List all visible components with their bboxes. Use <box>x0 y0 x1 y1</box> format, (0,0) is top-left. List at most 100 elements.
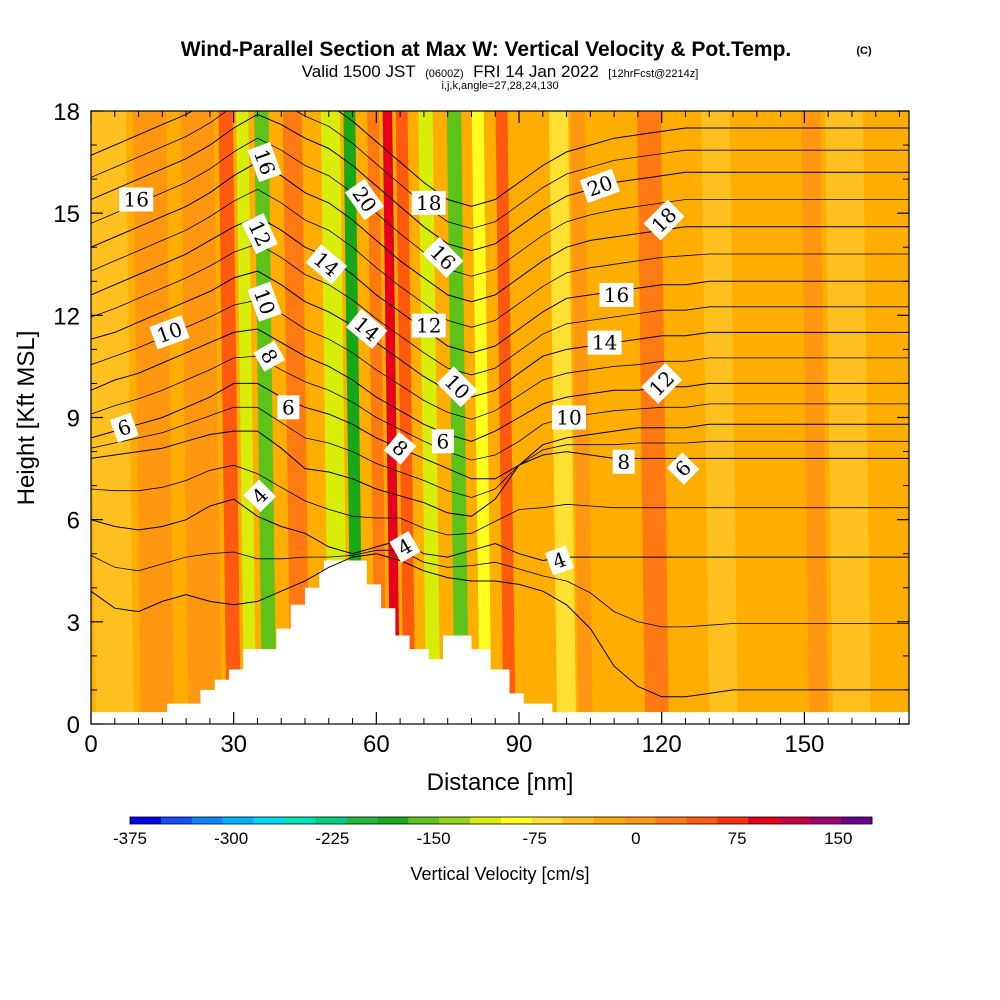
contour-label-7: 6 <box>277 395 300 420</box>
y-tick-label-18: 18 <box>53 99 80 126</box>
velocity-band-3 <box>218 111 241 724</box>
colorbar-swatch-9 <box>408 817 440 824</box>
x-tick-label-30: 30 <box>220 731 247 758</box>
velocity-band-18 <box>637 111 669 724</box>
valid-utc: (0600Z) <box>425 68 464 80</box>
velocity-band-11 <box>395 111 416 724</box>
forecast-info: [12hrFcst@2214z] <box>608 68 698 80</box>
colorbar-swatch-13 <box>531 817 564 824</box>
colorbar-title: Vertical Velocity [cm/s] <box>410 864 589 884</box>
valid-time-line: Valid 1500 JST (0600Z) FRI 14 Jan 2022 [… <box>302 62 699 81</box>
colorbar-tick-label--300: -300 <box>214 829 248 848</box>
colorbar-swatch-0 <box>130 817 162 824</box>
colorbar-swatch-4 <box>253 817 286 824</box>
theta-contour-minor-3 <box>91 355 909 461</box>
svg-text:8: 8 <box>617 450 630 474</box>
terrain <box>91 560 909 724</box>
colorbar-swatch-11 <box>470 817 502 824</box>
theta-contour-4-1 <box>91 498 909 562</box>
y-tick-label-6: 6 <box>67 508 80 535</box>
theta-contour-10-4 <box>91 328 909 442</box>
chart-title: Wind-Parallel Section at Max W: Vertical… <box>181 38 792 61</box>
colorbar-swatch-17 <box>655 817 687 824</box>
colorbar-swatch-14 <box>562 817 595 824</box>
x-tick-label-60: 60 <box>363 731 390 758</box>
colorbar-frame <box>129 816 873 825</box>
x-tick-label-150: 150 <box>784 731 824 758</box>
colorbar-swatch-23 <box>841 817 873 824</box>
colorbar-swatch-5 <box>284 817 316 824</box>
contour-label-25: 8 <box>612 449 635 474</box>
colorbar-swatch-22 <box>810 817 842 824</box>
y-tick-label-12: 12 <box>53 303 80 330</box>
contour-label-0: 16 <box>119 187 154 212</box>
velocity-band-10 <box>382 111 401 724</box>
colorbar-tick-label--150: -150 <box>417 829 451 848</box>
theta-contour-8-3 <box>91 382 909 480</box>
colorbar-tick-label-75: 75 <box>728 829 747 848</box>
colorbar-swatch-8 <box>377 817 409 824</box>
colorbar-swatch-15 <box>593 817 626 824</box>
theta-contour-12-5 <box>91 270 909 398</box>
theta-contour-minor-8 <box>91 111 909 229</box>
svg-text:12: 12 <box>416 314 441 338</box>
theta-contour-minor-1 <box>91 464 909 536</box>
y-axis-label: Height [Kft MSL] <box>13 331 40 506</box>
colorbar-swatch-19 <box>717 817 749 824</box>
colorbar-swatch-1 <box>160 817 193 824</box>
contour-label-2: 6 <box>109 412 139 443</box>
svg-text:14: 14 <box>592 331 617 355</box>
theta-contour-minor-7 <box>91 137 909 277</box>
contour-label-13: 16 <box>422 236 464 278</box>
svg-text:6: 6 <box>437 429 450 453</box>
colorbar-tick-label--75: -75 <box>522 829 547 848</box>
valid-prefix: Valid 1500 JST <box>302 62 416 81</box>
svg-text:16: 16 <box>123 188 148 212</box>
theta-contour-minor-4 <box>91 299 909 420</box>
y-axis: 0 3 6 9 12 15 18 <box>53 99 909 739</box>
contour-label-27: 4 <box>544 545 574 576</box>
colorbar-swatch-12 <box>501 817 533 824</box>
y-tick-label-0: 0 <box>67 712 80 739</box>
theta-contours <box>91 111 909 698</box>
indices-line: i,j,k,angle=27,28,24,130 <box>441 80 558 92</box>
y-tick-label-15: 15 <box>53 201 80 228</box>
velocity-band-0 <box>91 111 134 724</box>
colorbar-swatch-3 <box>222 817 255 824</box>
x-tick-label-120: 120 <box>642 731 682 758</box>
theta-contour-20-9 <box>91 111 909 207</box>
theta-contour-minor-2 <box>91 406 909 498</box>
colorbar-swatch-20 <box>748 817 780 824</box>
contour-label-22: 14 <box>587 330 622 355</box>
contour-label-6: 8 <box>253 340 286 372</box>
terrain-mask <box>91 560 909 724</box>
colorbar-tick-label--375: -375 <box>113 829 147 848</box>
colorbar-swatch-7 <box>346 817 378 824</box>
x-tick-label-0: 0 <box>84 731 97 758</box>
svg-text:18: 18 <box>416 191 441 215</box>
velocity-band-4 <box>236 111 257 724</box>
velocity-band-12 <box>418 111 441 724</box>
velocity-band-21 <box>801 111 829 724</box>
theta-contour-minor-6 <box>91 188 909 328</box>
contour-label-18: 4 <box>389 531 421 563</box>
theta-contour-18-8 <box>91 113 909 252</box>
copyright-mark: (C) <box>856 45 872 57</box>
velocity-band-2 <box>180 111 222 724</box>
colorbar-tick-label-0: 0 <box>631 829 640 848</box>
theta-contour-6-2 <box>91 430 909 517</box>
velocity-band-20 <box>763 111 791 724</box>
velocity-band-5 <box>254 111 277 724</box>
colorbar: -375 -300 -225 -150 -75 0 75 150 <box>113 816 873 848</box>
velocity-band-19 <box>701 111 738 724</box>
colorbar-swatch-6 <box>315 817 347 824</box>
velocity-band-1 <box>132 111 175 724</box>
theta-contour-16-7 <box>91 161 909 303</box>
colorbar-swatch-2 <box>191 817 224 824</box>
contour-label-12: 18 <box>411 190 446 215</box>
x-axis: 0 30 60 90 120 150 <box>84 111 900 758</box>
velocity-band-14 <box>471 111 492 724</box>
colorbar-tick-label--225: -225 <box>315 829 349 848</box>
x-axis-label: Distance [nm] <box>427 769 574 796</box>
